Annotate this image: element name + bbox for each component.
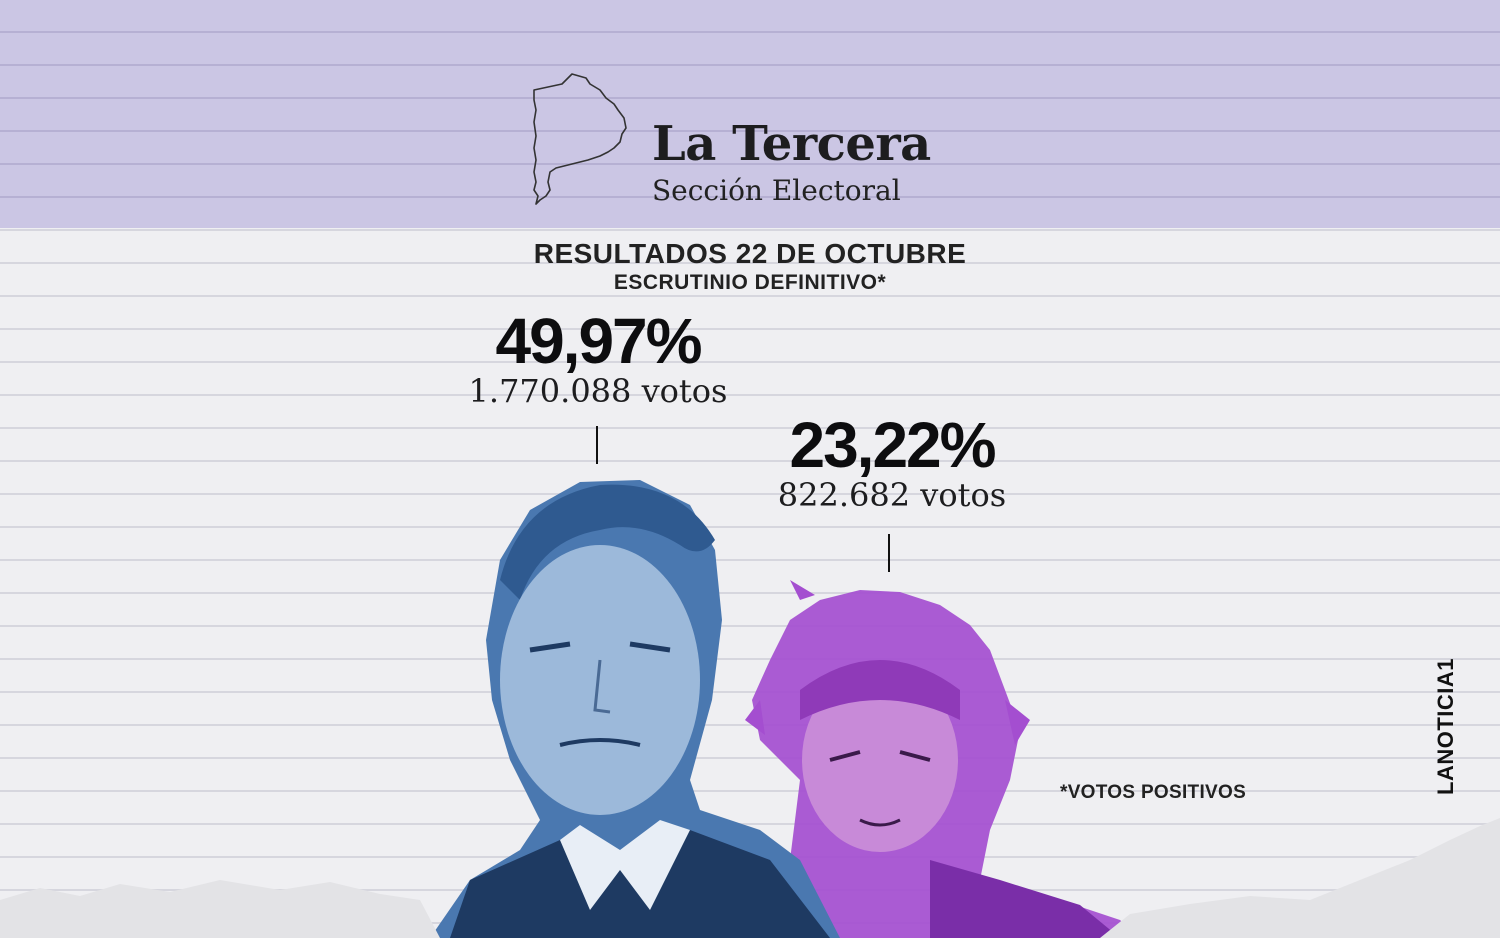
candidate-2-pointer-line <box>888 534 890 572</box>
buenos-aires-province-outline-icon <box>533 73 627 205</box>
results-subtitle: ESCRUTINIO DEFINITIVO* <box>613 271 887 294</box>
candidate-2-percent: 23,22% <box>789 409 996 481</box>
header-band <box>0 0 1500 228</box>
candidate-2-votes: 822.682 votos <box>777 476 1007 514</box>
brand-title: La Tercera <box>652 116 931 172</box>
brand-subtitle: Sección Electoral <box>652 174 901 207</box>
candidate-2-photo <box>745 580 1140 938</box>
candidate-1-percent: 49,97% <box>495 305 702 377</box>
candidate-1-photo <box>430 480 840 938</box>
footnote: *VOTOS POSITIVOS <box>1060 782 1247 803</box>
candidate-1-votes: 1.770.088 votos <box>468 372 728 410</box>
source-credit: LANOTICIA1 <box>1433 658 1458 795</box>
results-title: RESULTADOS 22 DE OCTUBRE <box>533 238 967 269</box>
torn-paper-edge <box>0 818 1500 938</box>
candidate-1-pointer-line <box>596 426 598 464</box>
